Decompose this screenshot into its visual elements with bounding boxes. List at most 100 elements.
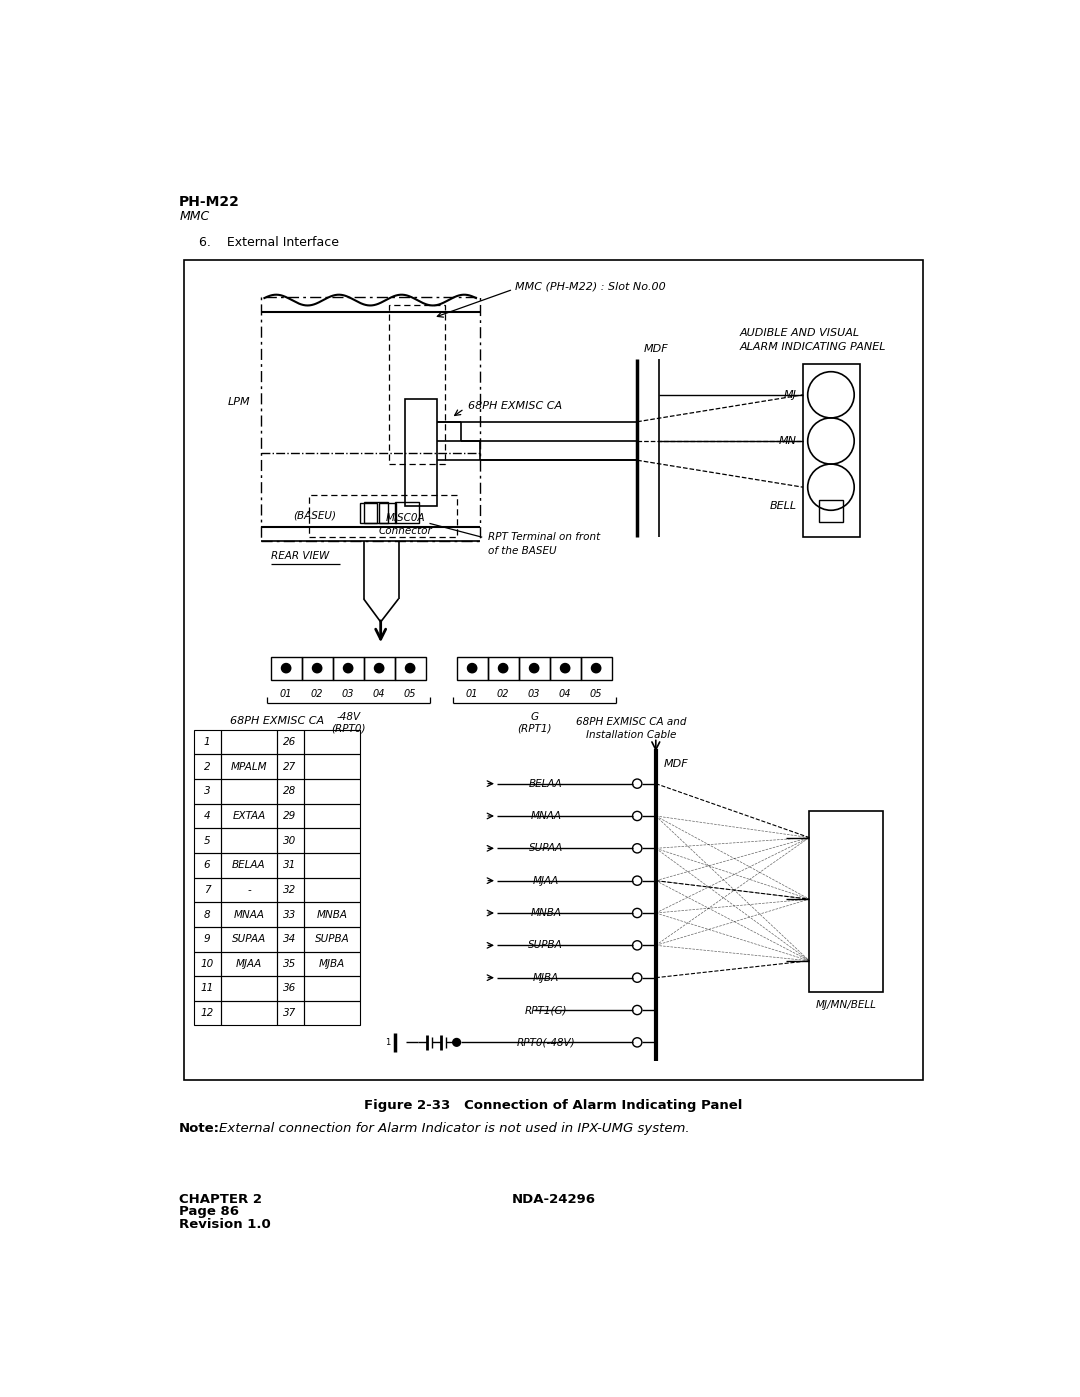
Text: LPM: LPM xyxy=(228,398,251,408)
Text: RPT0(-48V): RPT0(-48V) xyxy=(516,1038,575,1048)
Text: Installation Cable: Installation Cable xyxy=(585,731,676,740)
Text: 04: 04 xyxy=(373,689,386,698)
Bar xyxy=(194,828,221,854)
Bar xyxy=(260,298,480,541)
Bar xyxy=(194,902,221,926)
Bar xyxy=(276,803,303,828)
Text: -48V: -48V xyxy=(336,711,361,722)
Bar xyxy=(303,729,360,754)
Text: EXTAA: EXTAA xyxy=(232,812,266,821)
Text: 26: 26 xyxy=(283,738,297,747)
Text: MDF: MDF xyxy=(644,344,669,355)
Bar xyxy=(194,729,221,754)
Bar xyxy=(394,657,426,680)
Circle shape xyxy=(375,664,383,673)
Text: -: - xyxy=(247,884,251,895)
Bar xyxy=(276,780,303,803)
Bar xyxy=(194,877,221,902)
Bar xyxy=(276,729,303,754)
Text: Page 86: Page 86 xyxy=(179,1206,239,1218)
Bar xyxy=(809,810,882,992)
Text: MMC: MMC xyxy=(179,210,210,222)
Text: NDA-24296: NDA-24296 xyxy=(512,1193,595,1206)
Bar xyxy=(360,503,377,524)
Text: 05: 05 xyxy=(404,689,417,698)
Bar xyxy=(301,657,333,680)
Text: G: G xyxy=(530,711,538,722)
Bar xyxy=(303,754,360,780)
Text: 37: 37 xyxy=(283,1009,297,1018)
Text: 6.    External Interface: 6. External Interface xyxy=(199,236,338,249)
Text: 03: 03 xyxy=(342,689,354,698)
Bar xyxy=(221,780,276,803)
Text: 4: 4 xyxy=(204,812,211,821)
Bar xyxy=(276,854,303,877)
Bar xyxy=(819,500,843,522)
Text: SUPBA: SUPBA xyxy=(528,940,563,950)
Text: 31: 31 xyxy=(283,861,297,870)
Bar xyxy=(364,657,394,680)
Text: MJ/MN/BELL: MJ/MN/BELL xyxy=(815,1000,876,1010)
Bar xyxy=(276,877,303,902)
Bar xyxy=(276,902,303,926)
Bar xyxy=(303,902,360,926)
Bar xyxy=(276,754,303,780)
Text: BELAA: BELAA xyxy=(232,861,266,870)
Bar xyxy=(394,502,419,524)
Text: SUPBA: SUPBA xyxy=(314,935,349,944)
Bar xyxy=(303,926,360,951)
Text: 27: 27 xyxy=(283,761,297,771)
Circle shape xyxy=(405,664,415,673)
Text: ALARM INDICATING PANEL: ALARM INDICATING PANEL xyxy=(740,342,886,352)
Bar xyxy=(518,657,550,680)
Bar xyxy=(221,803,276,828)
Bar xyxy=(276,1000,303,1025)
Circle shape xyxy=(282,664,291,673)
Text: 68PH EXMISC CA: 68PH EXMISC CA xyxy=(230,715,324,725)
Text: REAR VIEW: REAR VIEW xyxy=(271,552,329,562)
Text: Connector: Connector xyxy=(379,527,432,536)
Bar xyxy=(303,828,360,854)
Bar xyxy=(303,951,360,977)
Bar xyxy=(303,877,360,902)
Text: SUPAA: SUPAA xyxy=(528,844,563,854)
Text: Note:: Note: xyxy=(179,1122,220,1136)
Text: 2: 2 xyxy=(204,761,211,771)
Text: CHAPTER 2: CHAPTER 2 xyxy=(179,1193,262,1206)
Circle shape xyxy=(529,664,539,673)
Bar xyxy=(276,951,303,977)
Text: MDF: MDF xyxy=(663,760,688,770)
Text: 05: 05 xyxy=(590,689,603,698)
Text: (RPT0): (RPT0) xyxy=(330,724,365,733)
Text: 5: 5 xyxy=(204,835,211,845)
Text: 12: 12 xyxy=(201,1009,214,1018)
Text: of the BASEU: of the BASEU xyxy=(488,546,556,556)
Bar xyxy=(194,754,221,780)
Text: 68PH EXMISC CA: 68PH EXMISC CA xyxy=(469,401,563,411)
Text: BELL: BELL xyxy=(770,502,797,511)
Text: SUPAA: SUPAA xyxy=(232,935,266,944)
Bar xyxy=(303,977,360,1000)
Bar xyxy=(389,305,445,464)
Bar xyxy=(303,1000,360,1025)
Text: 28: 28 xyxy=(283,787,297,796)
Text: MJBA: MJBA xyxy=(532,972,558,982)
Text: (BASEU): (BASEU) xyxy=(294,511,336,521)
Text: Revision 1.0: Revision 1.0 xyxy=(179,1218,271,1231)
Text: MJAA: MJAA xyxy=(532,876,558,886)
Bar xyxy=(221,828,276,854)
Text: MNAA: MNAA xyxy=(530,812,562,821)
Text: 8: 8 xyxy=(204,909,211,919)
Text: MPALM: MPALM xyxy=(231,761,267,771)
Bar xyxy=(221,951,276,977)
Bar xyxy=(457,657,488,680)
Text: 03: 03 xyxy=(528,689,540,698)
Text: External connection for Alarm Indicator is not used in IPX-UMG system.: External connection for Alarm Indicator … xyxy=(218,1122,689,1136)
Bar xyxy=(276,828,303,854)
Bar xyxy=(379,503,396,524)
Text: 11: 11 xyxy=(201,983,214,993)
Bar xyxy=(221,877,276,902)
Text: 1: 1 xyxy=(386,1038,391,1046)
Text: 04: 04 xyxy=(558,689,571,698)
Text: 02: 02 xyxy=(497,689,510,698)
